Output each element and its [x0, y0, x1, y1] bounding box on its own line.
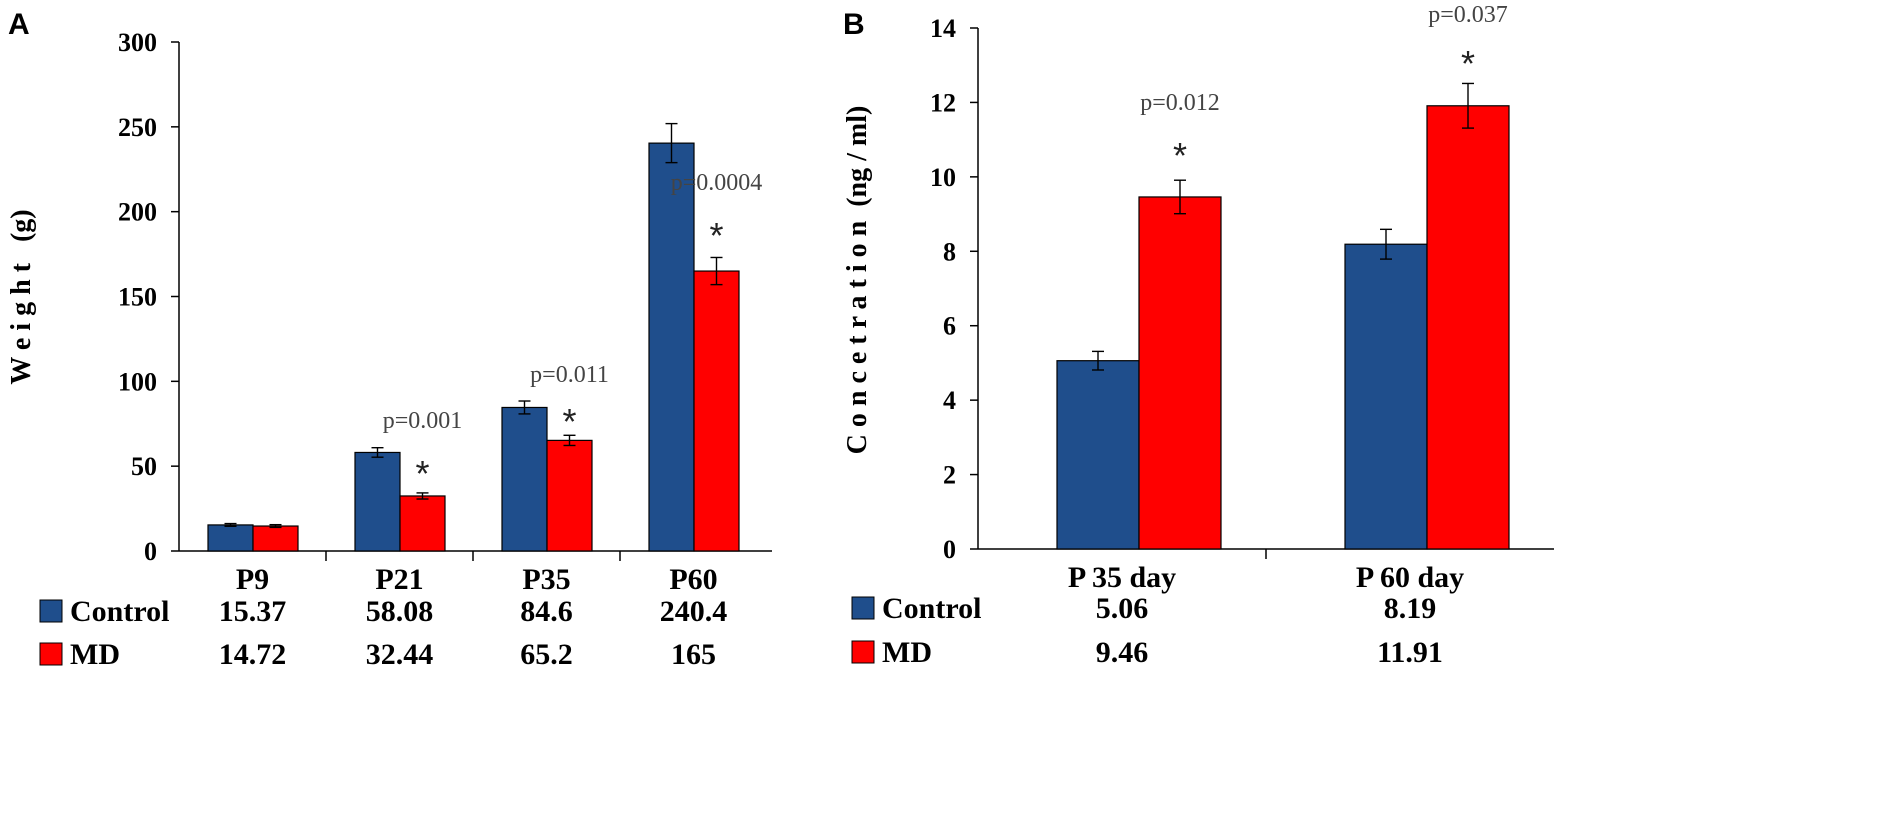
table-value-md: 32.44 — [366, 638, 434, 671]
panel-label: B — [843, 8, 865, 41]
significance-star: * — [709, 215, 723, 256]
chart-panel-b: B 0 2 4 6 8 10 12 14 C o n c e t r a t i o n (ng … — [842, 2, 1554, 669]
legend-label-md: MD — [882, 636, 932, 669]
y-tick-label: 150 — [118, 283, 157, 312]
p-value-label: p=0.001 — [383, 408, 463, 434]
y-tick-label: 4 — [943, 386, 956, 415]
table-value-md: 11.91 — [1377, 636, 1443, 669]
y-tick-label: 0 — [943, 535, 956, 564]
legend-swatch-control — [39, 599, 63, 623]
bar-md-p-60-day — [1426, 105, 1510, 550]
legend-label-control: Control — [70, 595, 169, 628]
y-tick-label: 6 — [943, 312, 956, 341]
table-value-control: 15.37 — [219, 595, 287, 628]
p-value-label: p=0.012 — [1140, 90, 1220, 116]
y-tick-label: 100 — [118, 367, 157, 396]
significance-star: * — [1461, 43, 1475, 84]
y-tick-label: 250 — [118, 113, 157, 142]
legend-swatch-control — [851, 596, 875, 620]
y-tick-label: 0 — [144, 537, 157, 566]
chart-panel-a: A 0 50 100 150 200 250 300 W e i g h t (g) P915.3… — [6, 8, 772, 671]
bar-control-p35 — [501, 406, 548, 552]
p-value-label: p=0.0004 — [671, 170, 763, 196]
panel-label: A — [8, 8, 30, 41]
bar-control-p-60-day — [1344, 243, 1428, 550]
p-value-label: p=0.037 — [1428, 2, 1508, 28]
table-value-md: 14.72 — [219, 638, 287, 671]
y-tick-label: 50 — [131, 452, 157, 481]
legend-label-control: Control — [882, 592, 981, 625]
y-axis-title: W e i g h t (g) — [6, 209, 37, 384]
x-tick-label: P9 — [236, 563, 269, 596]
significance-star: * — [1173, 135, 1187, 176]
x-tick-label: P35 — [522, 563, 570, 596]
bar-control-p21 — [354, 451, 401, 552]
y-tick-label: 8 — [943, 237, 956, 266]
y-tick-label: 10 — [930, 163, 956, 192]
y-tick-label: 200 — [118, 198, 157, 227]
table-value-md: 165 — [671, 638, 716, 671]
legend-swatch-md — [39, 642, 63, 666]
bar-control-p60 — [648, 142, 695, 552]
bar-control-p9 — [207, 524, 254, 552]
x-tick-label: P 60 day — [1356, 561, 1464, 594]
table-value-control: 5.06 — [1096, 592, 1149, 625]
legend-label-md: MD — [70, 638, 120, 671]
table-value-control: 84.6 — [520, 595, 573, 628]
significance-star: * — [562, 401, 576, 442]
y-axis-title: C o n c e t r a t i o n (ng / ml) — [842, 106, 873, 455]
legend-swatch-md — [851, 640, 875, 664]
y-tick-label: 2 — [943, 461, 956, 490]
bar-control-p-35-day — [1056, 360, 1140, 550]
p-value-label: p=0.011 — [530, 362, 609, 388]
x-tick-label: P60 — [669, 563, 717, 596]
bar-md-p-35-day — [1138, 196, 1222, 550]
bar-md-p21 — [399, 495, 446, 552]
x-tick-label: P 35 day — [1068, 561, 1176, 594]
y-tick-label: 14 — [930, 14, 956, 43]
bar-md-p60 — [693, 270, 740, 552]
y-tick-label: 12 — [930, 88, 956, 117]
bar-md-p35 — [546, 439, 593, 552]
table-value-control: 240.4 — [660, 595, 728, 628]
y-tick-label: 300 — [118, 28, 157, 57]
table-value-control: 58.08 — [366, 595, 434, 628]
x-tick-label: P21 — [375, 563, 423, 596]
bar-md-p9 — [252, 525, 299, 552]
table-value-control: 8.19 — [1384, 592, 1437, 625]
table-value-md: 65.2 — [520, 638, 573, 671]
significance-star: * — [415, 453, 429, 494]
table-value-md: 9.46 — [1096, 636, 1149, 669]
